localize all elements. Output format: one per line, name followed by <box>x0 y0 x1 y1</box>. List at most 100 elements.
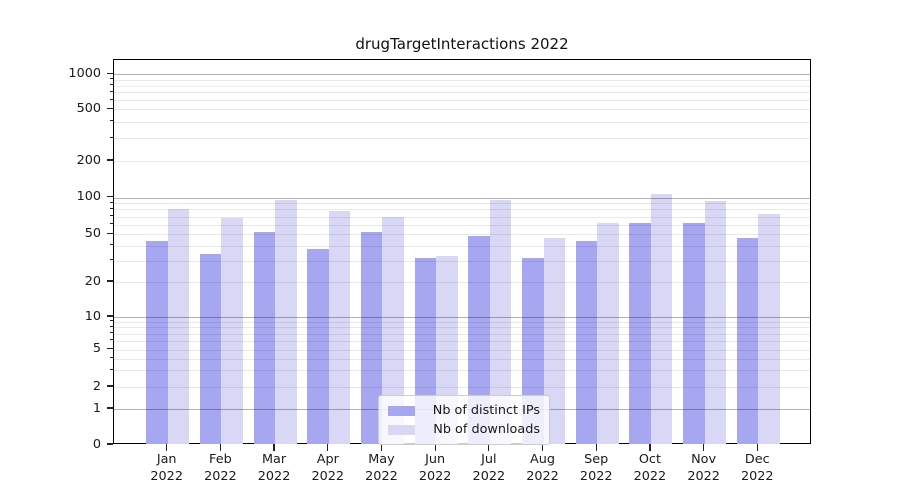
ytick-mark <box>106 196 113 198</box>
ytick-label-10: 10 <box>84 308 101 324</box>
xtick-label-sep: Sep 2022 <box>579 452 613 484</box>
ytick-label-1000: 1000 <box>68 65 101 81</box>
bar-downloads-jan <box>167 209 190 444</box>
legend-swatch-icon <box>388 424 415 435</box>
ytick-minor-mark <box>109 98 113 100</box>
ytick-label-2: 2 <box>92 378 101 394</box>
minor-gridline <box>114 121 810 123</box>
xtick-label-feb: Feb 2022 <box>204 452 237 484</box>
bar-downloads-nov <box>704 200 727 444</box>
ytick-mark <box>106 72 113 74</box>
xtick-mark-aug <box>541 444 544 451</box>
bar-distinct-ips-apr <box>307 248 329 444</box>
minor-gridline <box>114 203 810 205</box>
bar-downloads-aug <box>543 237 566 444</box>
major-gridline <box>114 197 810 199</box>
chart-title: drugTargetInteractions 2022 <box>355 35 569 53</box>
bar-downloads-feb <box>221 218 243 444</box>
ytick-minor-mark <box>109 259 113 261</box>
major-gridline <box>114 317 810 318</box>
xtick-mark-sep <box>595 444 597 451</box>
xtick-label-oct: Oct 2022 <box>633 452 667 484</box>
minor-gridline <box>114 85 810 87</box>
xtick-label-nov: Nov 2022 <box>687 452 720 484</box>
minor-gridline <box>114 92 810 94</box>
bar-downloads-may <box>382 216 404 444</box>
minor-gridline <box>114 387 810 388</box>
ytick-minor-mark <box>109 90 113 92</box>
ytick-label-0: 0 <box>92 436 101 452</box>
minor-gridline <box>114 333 810 335</box>
major-gridline <box>114 74 810 76</box>
minor-gridline <box>114 282 810 283</box>
ytick-minor-mark <box>109 159 113 161</box>
minor-gridline <box>114 109 810 111</box>
bar-downloads-jul <box>489 199 512 444</box>
bar-downloads-apr <box>328 210 351 444</box>
gridlines-layer <box>114 60 810 443</box>
minor-gridline <box>114 245 810 247</box>
xtick-label-dec: Dec 2022 <box>741 452 774 484</box>
ytick-label-5: 5 <box>92 341 101 356</box>
ytick-minor-mark <box>109 348 113 349</box>
minor-gridline <box>114 321 810 323</box>
ytick-label-1: 1 <box>92 400 101 416</box>
ytick-minor-mark <box>109 332 113 334</box>
xtick-label-mar: Mar 2022 <box>257 452 291 484</box>
bars-layer <box>114 60 810 444</box>
ytick-label-100: 100 <box>76 189 101 205</box>
xtick-mark-mar <box>273 444 275 451</box>
ytick-mark <box>106 347 113 350</box>
xtick-label-aug: Aug 2022 <box>526 452 559 484</box>
xtick-mark-jan <box>166 444 168 451</box>
ytick-minor-mark <box>109 78 113 80</box>
ytick-label-20: 20 <box>84 273 101 289</box>
xtick-mark-jul <box>488 444 490 451</box>
ytick-mark <box>106 385 113 387</box>
ytick-minor-mark <box>109 107 113 109</box>
ytick-minor-mark <box>109 320 113 322</box>
ytick-minor-mark <box>109 136 113 138</box>
legend-label: Nb of distinct IPs <box>432 403 540 418</box>
minor-gridline <box>114 340 810 342</box>
bar-distinct-ips-oct <box>629 222 651 444</box>
xtick-mark-feb <box>219 444 221 451</box>
minor-gridline <box>114 100 810 102</box>
ytick-minor-mark <box>109 120 113 122</box>
ytick-minor-mark <box>109 368 113 370</box>
ytick-mark <box>106 407 113 409</box>
legend-swatch-icon <box>388 405 415 416</box>
ytick-minor-mark <box>109 339 113 341</box>
ytick-minor-mark <box>109 385 113 387</box>
minor-gridline <box>114 260 810 262</box>
ytick-label-200: 200 <box>76 152 101 168</box>
ytick-minor-mark <box>109 357 113 359</box>
ytick-mark <box>106 315 113 317</box>
xtick-mark-jun <box>434 444 436 451</box>
bar-distinct-ips-jan <box>146 240 168 444</box>
ytick-mark <box>106 443 113 445</box>
legend-label: Nb of downloads <box>433 422 540 437</box>
ytick-mark <box>106 280 113 282</box>
xtick-mark-dec <box>756 444 758 451</box>
ytick-minor-mark <box>109 325 113 327</box>
ytick-label-500: 500 <box>76 100 101 116</box>
minor-gridline <box>114 138 810 140</box>
xtick-mark-apr <box>327 444 329 451</box>
bar-distinct-ips-sep <box>575 240 598 444</box>
xtick-label-may: May 2022 <box>365 452 398 484</box>
legend-rows: Nb of distinct IPs Nb of downloads <box>388 401 540 439</box>
minor-gridline <box>114 349 810 351</box>
ytick-minor-mark <box>109 201 113 203</box>
minor-gridline <box>114 224 810 226</box>
minor-gridline <box>114 358 810 360</box>
xtick-label-jun: Jun 2022 <box>418 452 452 484</box>
ytick-minor-mark <box>109 223 113 225</box>
xtick-label-jul: Jul 2022 <box>472 452 506 484</box>
plot-area <box>113 59 811 444</box>
bar-downloads-mar <box>275 199 297 444</box>
bar-distinct-ips-may <box>360 232 383 444</box>
xtick-label-apr: Apr 2022 <box>311 452 345 484</box>
minor-gridline <box>114 370 810 372</box>
ytick-mark <box>106 232 113 234</box>
